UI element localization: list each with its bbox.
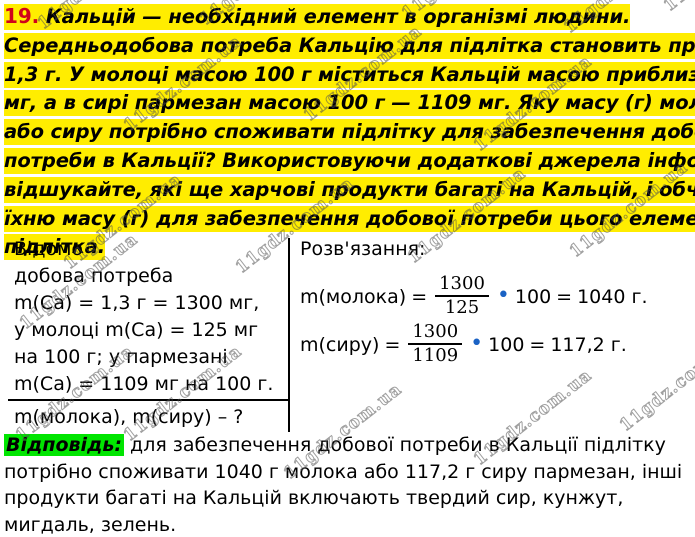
problem-line: підлітка. (4, 233, 692, 262)
problem-line-text: або сиру потрібно споживати підлітку для… (4, 119, 695, 146)
problem-line-text: Кальцій — необхідний елемент в організмі… (45, 5, 631, 28)
fraction-bar (435, 295, 489, 297)
answer-line: продукти багаті на Кальцій включають тве… (4, 487, 624, 509)
formula-label: m(молока) (300, 285, 407, 308)
problem-line: 1,3 г. У молоці масою 100 г міститься Ка… (4, 61, 695, 90)
equals-sign: = (384, 333, 401, 356)
solution-column: Розв'язання: m(молока) = 1300 125 • 100 … (300, 236, 690, 369)
formula-result: 1040 г. (577, 285, 648, 308)
problem-line: відшукайте, які ще харчові продукти бага… (4, 176, 695, 205)
problem-number: 19. (4, 4, 40, 28)
given-line: m(Ca) = 1109 мг на 100 г. (14, 373, 274, 395)
fraction: 1300 125 (435, 274, 489, 318)
equals-sign: = (529, 333, 546, 356)
answer-line-text: для забезпечення добової потреби в Кальц… (124, 434, 666, 456)
formula-factor: 100 (488, 333, 525, 356)
problem-line-text: відшукайте, які ще харчові продукти бага… (4, 176, 695, 203)
formula-factor: 100 (514, 285, 552, 308)
problem-line: Середньодобова потреба Кальцію для підлі… (4, 32, 695, 61)
answer-line: Відповідь: для забезпечення добової потр… (4, 432, 694, 459)
equals-sign: = (411, 285, 428, 308)
answer-label: Відповідь: (4, 434, 125, 456)
given-divider (8, 399, 288, 401)
fraction-numerator: 1300 (439, 273, 485, 294)
fraction-denominator: 1109 (412, 345, 459, 366)
column-divider (288, 238, 290, 432)
problem-line: їхню масу (г) для забезпечення добової п… (4, 205, 695, 234)
problem-line-text: 1,3 г. У молоці масою 100 г міститься Ка… (4, 61, 695, 88)
problem-line-text: підлітка. (4, 234, 106, 261)
solution-table: Відомо добова потреба m(Ca) = 1,3 г = 13… (0, 236, 695, 432)
given-column: Відомо добова потреба m(Ca) = 1,3 г = 13… (14, 236, 288, 398)
problem-line: мг, а в сирі пармезан масою 100 г — 1109… (4, 89, 695, 118)
fraction: 1300 1109 (408, 321, 463, 366)
formula-result: 117,2 г. (550, 333, 627, 356)
problem-line-text: мг, а в сирі пармезан масою 100 г — 1109… (4, 90, 695, 117)
multiplication-dot-icon: • (470, 331, 484, 356)
problem-line: потреби в Кальції? Використовуючи додатк… (4, 147, 695, 176)
formula-row: m(молока) = 1300 125 • 100 = 1040 г. (300, 273, 690, 321)
problem-statement: 19. Кальцій — необхідний елемент в орган… (4, 2, 695, 262)
problem-line: 19. Кальцій — необхідний елемент в орган… (4, 2, 692, 32)
answer-block: Відповідь: для забезпечення добової потр… (4, 432, 694, 537)
given-heading: Відомо (14, 238, 84, 260)
given-line: у молоці m(Ca) = 125 мг (14, 319, 259, 341)
fraction-bar (408, 343, 463, 345)
multiplication-dot-icon: • (496, 283, 510, 308)
problem-line-text: їхню масу (г) для забезпечення добової п… (4, 205, 695, 232)
formula-label: m(сиру) (300, 333, 380, 356)
problem-line: або сиру потрібно споживати підлітку для… (4, 118, 695, 147)
answer-line: мигдаль, зелень. (4, 513, 177, 536)
answer-line: потрібно споживати 1040 г молока або 117… (4, 460, 683, 483)
problem-line-text: потреби в Кальції? Використовуючи додатк… (4, 147, 695, 174)
problem-line-text: Середньодобова потреба Кальцію для підлі… (4, 32, 695, 59)
formula-row: m(сиру) = 1300 1109 • 100 = 117,2 г. (300, 321, 690, 369)
given-unknowns: m(молока), m(сиру) – ? (14, 406, 244, 428)
equals-sign: = (556, 285, 573, 308)
given-line: на 100 г; у пармезані (14, 346, 228, 368)
solution-heading: Розв'язання: (300, 238, 426, 260)
fraction-denominator: 125 (444, 297, 480, 318)
fraction-numerator: 1300 (412, 321, 459, 342)
given-line: добова потреба (14, 265, 174, 287)
given-line: m(Ca) = 1,3 г = 1300 мг, (14, 292, 260, 314)
